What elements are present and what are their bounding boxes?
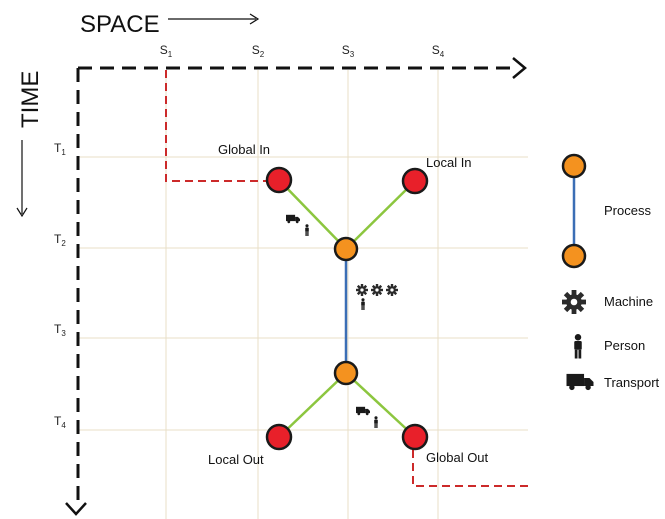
- person-icon: [361, 298, 365, 310]
- time-axis-arrowhead: [65, 502, 87, 516]
- truck-icon: [286, 214, 300, 224]
- edge-global-in-to-process: [278, 179, 347, 250]
- truck-icon: [356, 406, 370, 416]
- truck-icon: [566, 373, 594, 391]
- process-node-bottom: [333, 360, 359, 386]
- global-out-node: [401, 423, 429, 451]
- global-in-label: Global In: [218, 142, 270, 157]
- space-tick-s2: S2: [252, 43, 265, 59]
- edge-local-in-to-process: [345, 180, 416, 250]
- time-tick-t2: T2: [54, 232, 66, 248]
- gear-icon: [562, 290, 586, 314]
- legend-machine-label: Machine: [604, 294, 653, 309]
- person-icon: [574, 334, 582, 359]
- space-axis-title: SPACE: [80, 11, 160, 38]
- edge-process-to-global-out: [345, 372, 416, 438]
- space-tick-s3: S3: [342, 43, 355, 59]
- space-tick-s4: S4: [432, 43, 445, 59]
- legend-transport-label: Transport: [604, 375, 660, 390]
- legend-process-node-top: [561, 153, 587, 179]
- grid: [78, 70, 528, 519]
- gear-icon: [386, 284, 398, 296]
- time-tick-t3: T3: [54, 322, 66, 338]
- space-axis-arrowhead: [512, 57, 527, 79]
- person-icon: [374, 416, 378, 428]
- legend-process-label: Process: [604, 203, 651, 218]
- local-in-label: Local In: [426, 155, 472, 170]
- axes: SPACE TIME S1 S2 S3 S4 T1 T2 T3 T4: [16, 11, 527, 516]
- space-tick-s1: S1: [160, 43, 173, 59]
- legend-person-label: Person: [604, 338, 645, 353]
- legend-process-node-bottom: [561, 243, 587, 269]
- time-axis-title: TIME: [17, 71, 44, 128]
- gear-icon: [356, 284, 368, 296]
- time-direction-arrowhead: [16, 207, 28, 218]
- global-out-label: Global Out: [426, 450, 489, 465]
- legend: Process Machine Person Transport: [561, 153, 660, 391]
- local-out-node: [265, 423, 293, 451]
- process-node-top: [333, 236, 359, 262]
- edge-process-to-local-out: [278, 372, 347, 438]
- space-direction-arrowhead: [249, 13, 260, 25]
- time-tick-t4: T4: [54, 414, 66, 430]
- gear-icon: [371, 284, 383, 296]
- local-out-label: Local Out: [208, 452, 264, 467]
- time-tick-t1: T1: [54, 141, 66, 157]
- global-in-flow: [165, 70, 272, 182]
- global-in-node: [265, 166, 293, 194]
- person-icon: [305, 224, 309, 236]
- local-in-node: [401, 167, 429, 195]
